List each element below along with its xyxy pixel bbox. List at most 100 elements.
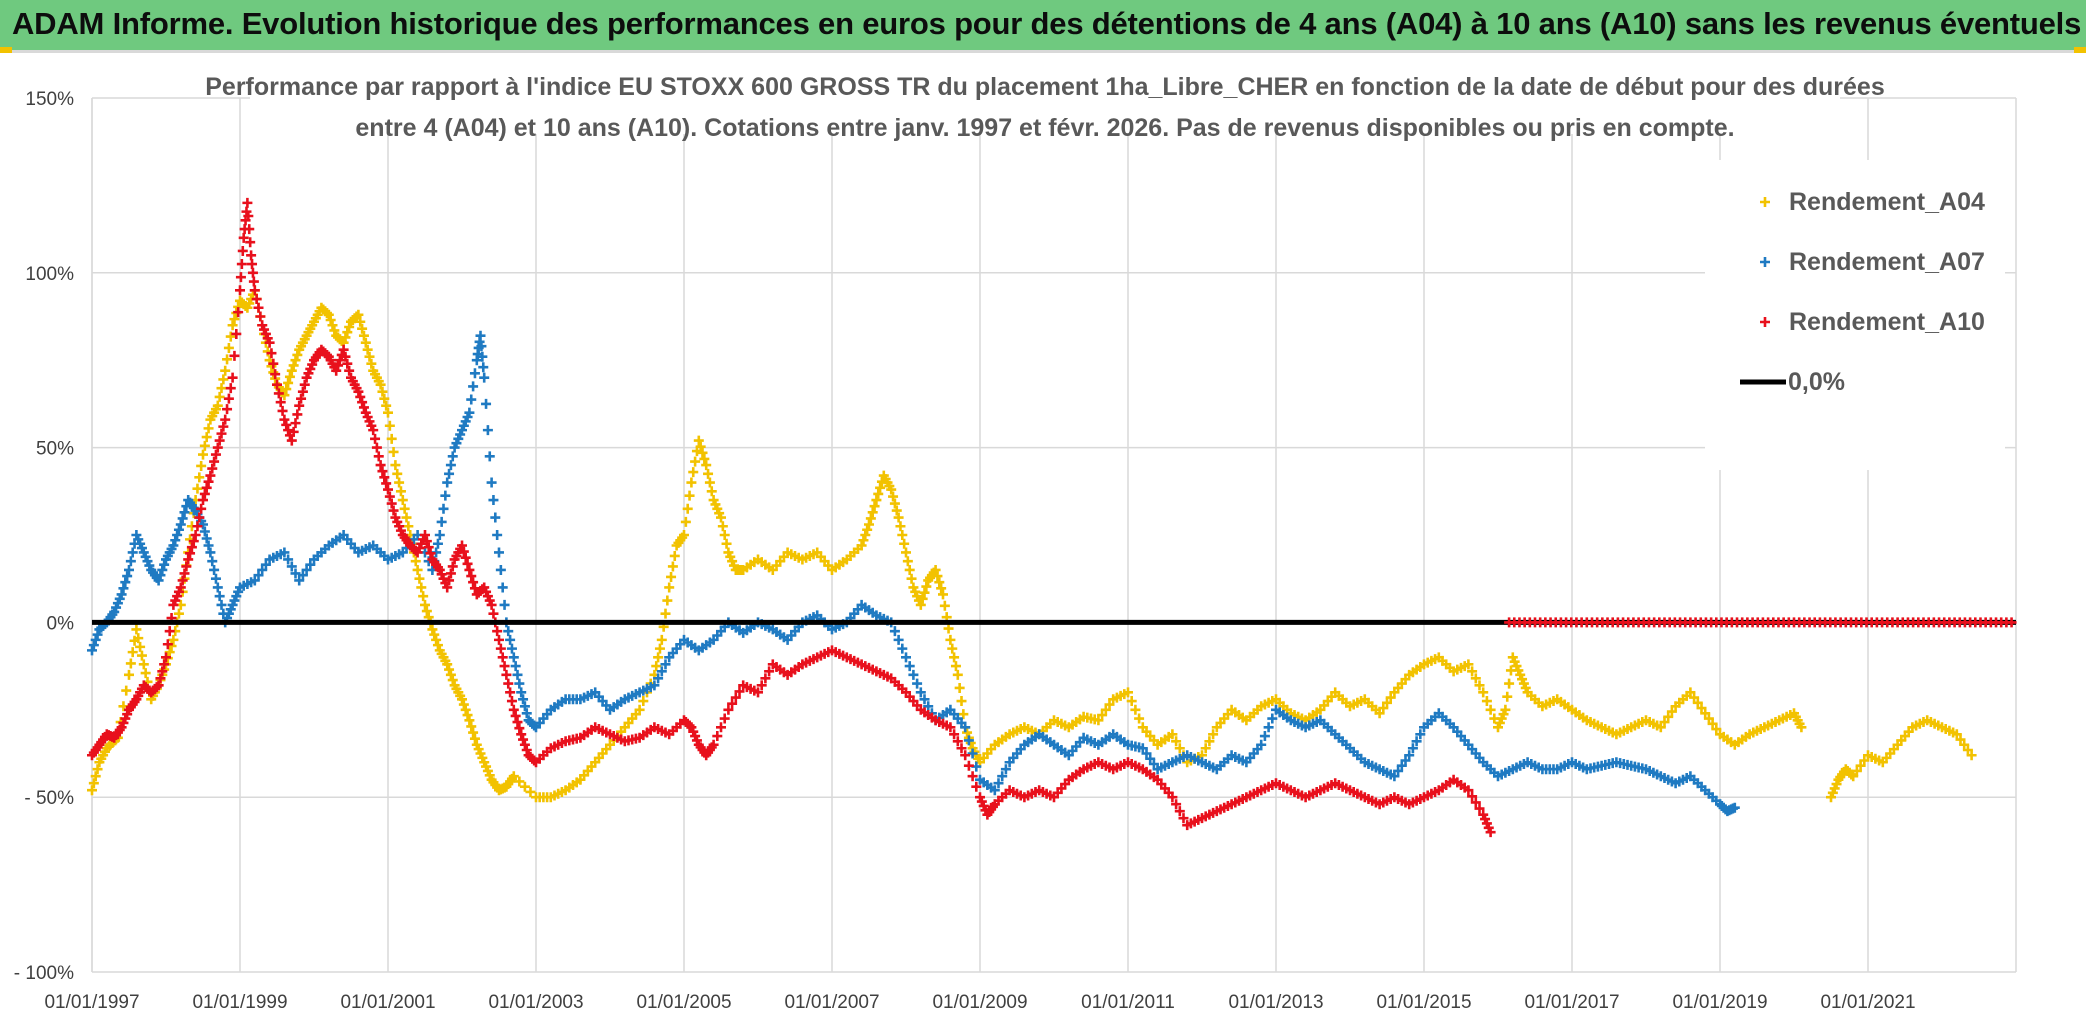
data-point (1171, 799, 1182, 810)
data-point (952, 736, 963, 747)
data-point (425, 548, 436, 559)
data-point (375, 379, 386, 390)
data-point (716, 512, 726, 523)
data-point (468, 727, 479, 738)
data-point (199, 488, 210, 499)
data-point (1256, 739, 1267, 750)
data-point (499, 599, 510, 610)
data-point (1415, 729, 1426, 740)
data-point (1267, 713, 1278, 724)
data-point (214, 435, 225, 446)
legend-marker (1760, 197, 1770, 207)
data-point (895, 521, 906, 532)
data-point (638, 696, 649, 707)
data-point (1502, 691, 1513, 702)
data-point (684, 720, 695, 731)
data-point (1729, 802, 1740, 813)
data-point (457, 694, 467, 705)
data-point (321, 349, 332, 360)
data-point (358, 402, 369, 413)
data-point (1130, 704, 1141, 715)
data-point (1474, 803, 1485, 814)
data-point (893, 634, 904, 645)
data-point (185, 548, 196, 559)
data-point (706, 486, 717, 497)
data-point (364, 351, 375, 362)
data-point (177, 575, 188, 586)
data-point (1962, 745, 1973, 756)
data-point (253, 302, 264, 313)
data-point (442, 582, 453, 593)
data-point (967, 748, 978, 759)
series-A10 (87, 197, 1496, 838)
data-point (684, 490, 695, 501)
data-point (414, 573, 425, 584)
data-point (1097, 710, 1108, 721)
data-point (383, 484, 393, 495)
data-point (340, 332, 351, 343)
data-point (161, 652, 171, 663)
data-point (753, 687, 763, 698)
data-point (1200, 743, 1211, 754)
chart-subtitle-line2: entre 4 (A04) et 10 ans (A10). Cotations… (355, 114, 1734, 142)
data-point (277, 405, 288, 416)
data-point (1848, 771, 1859, 782)
data-point (436, 516, 447, 527)
data-point (962, 727, 973, 738)
data-point (936, 583, 947, 594)
series-A07 (87, 330, 1740, 817)
legend-label: Rendement_A04 (1789, 188, 1985, 216)
data-point (475, 330, 486, 341)
data-point (932, 571, 943, 582)
data-point (514, 723, 525, 734)
data-point (210, 449, 221, 460)
data-point (1463, 659, 1474, 670)
data-point (362, 344, 373, 355)
data-point (462, 710, 473, 721)
data-point (377, 386, 388, 397)
data-point (155, 570, 166, 581)
data-point (1100, 704, 1111, 715)
data-point (660, 608, 671, 619)
data-point (484, 451, 495, 462)
data-point (394, 477, 405, 488)
data-point (1663, 711, 1674, 722)
data-point (919, 587, 930, 598)
banner-corner-left (0, 47, 12, 53)
data-point (479, 372, 490, 383)
x-tick-label: 01/01/2017 (1524, 992, 1619, 1013)
data-point (679, 530, 689, 540)
performance-chart: 150%100%50%0%- 50%- 100% 01/01/1997 01/01… (14, 60, 2017, 1013)
data-point (260, 559, 271, 570)
data-point (340, 351, 351, 362)
data-point (284, 371, 295, 382)
data-point (199, 526, 210, 537)
data-point (482, 425, 493, 436)
x-tick-label: 01/01/2009 (932, 992, 1027, 1013)
data-point (248, 276, 259, 287)
data-point (253, 570, 264, 581)
data-point (201, 432, 212, 443)
data-point (888, 491, 899, 502)
x-tick-label: 01/01/1999 (192, 992, 287, 1013)
data-point (1134, 713, 1145, 724)
data-point (447, 561, 458, 572)
data-point (505, 634, 516, 645)
data-point (268, 358, 279, 369)
data-point (486, 599, 497, 610)
data-point (466, 721, 477, 732)
data-point (420, 530, 430, 540)
data-point (1703, 713, 1714, 724)
x-tick-label: 01/01/2019 (1672, 992, 1767, 1013)
data-point (476, 341, 487, 352)
data-point (525, 786, 536, 797)
data-point (653, 652, 664, 663)
data-point (889, 626, 900, 637)
data-point (1851, 765, 1862, 776)
data-point (862, 524, 873, 535)
data-point (506, 696, 517, 707)
data-point (703, 468, 714, 479)
data-point (329, 325, 340, 336)
x-tick-label: 01/01/1997 (44, 992, 139, 1013)
legend-marker (1760, 257, 1770, 267)
